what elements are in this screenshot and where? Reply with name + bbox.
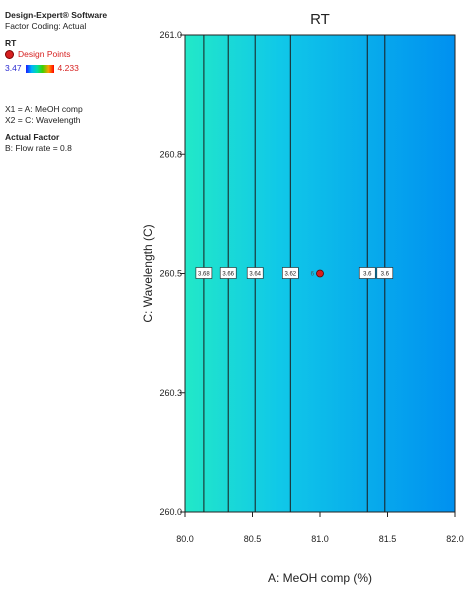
design-points-legend: Design Points: [5, 49, 135, 60]
x-tick-label: 80.0: [176, 534, 194, 544]
contour-label: 3.68: [198, 272, 210, 278]
software-name: Design-Expert® Software: [5, 10, 108, 20]
factor-coding: Factor Coding: Actual: [5, 21, 87, 31]
contour-label: 3.62: [284, 272, 296, 278]
sidebar-legend: Design-Expert® Software Factor Coding: A…: [5, 10, 135, 154]
contour-label: 3.66: [222, 272, 234, 278]
contour-label: 3.64: [249, 272, 261, 278]
actual-factor-value: B: Flow rate = 0.8: [5, 143, 72, 153]
x-axis-label: A: MeOH comp (%): [268, 571, 372, 585]
x-tick-label: 81.0: [311, 534, 329, 544]
actual-factor-title: Actual Factor: [5, 132, 60, 142]
contour-label-box: [358, 267, 376, 279]
y-tick-label: 260.3: [159, 388, 182, 398]
design-point: [316, 269, 324, 278]
contour-label-box: [246, 267, 264, 279]
design-points-label: Design Points: [18, 49, 71, 59]
x-tick-label: 81.5: [379, 534, 397, 544]
design-point-icon: [5, 50, 14, 59]
x-tick-label: 80.5: [244, 534, 262, 544]
contour-label: 3.6: [363, 272, 372, 278]
y-axis-label: C: Wavelength (C): [141, 224, 155, 322]
y-tick-label: 260.0: [159, 507, 182, 517]
chart-title: RT: [310, 11, 330, 28]
color-gradient-bar: [25, 64, 54, 73]
design-point-label: 6: [311, 272, 315, 278]
y-tick-label: 260.8: [159, 149, 182, 159]
response-name: RT: [5, 38, 17, 48]
x1-definition: X1 = A: MeOH comp: [5, 104, 83, 114]
x2-definition: X2 = C: Wavelength: [5, 115, 81, 125]
y-tick-label: 260.5: [159, 269, 182, 279]
color-range-legend: 3.47 4.233: [5, 63, 135, 74]
contour-label-box: [195, 267, 213, 279]
range-high: 4.233: [57, 63, 79, 73]
y-tick-label: 261.0: [159, 30, 182, 40]
contour-label-box: [281, 267, 299, 279]
contour-label-box: [376, 267, 394, 279]
range-low: 3.47: [5, 63, 22, 73]
x-tick-label: 82.0: [446, 534, 464, 544]
contour-label: 3.6: [381, 272, 390, 278]
contour-label-box: [219, 267, 237, 279]
